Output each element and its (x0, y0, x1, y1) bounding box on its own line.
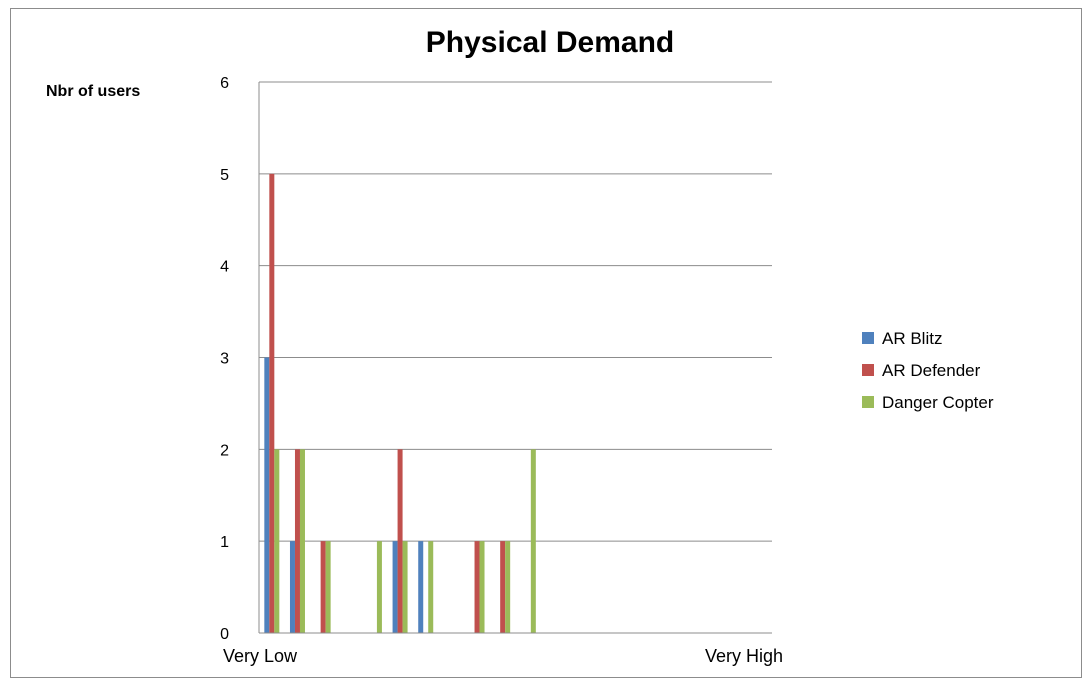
bar-ar-defender-2 (294, 449, 300, 633)
bar-ar-defender-10 (500, 541, 506, 633)
y-axis-label: Nbr of users (46, 83, 140, 100)
legend: AR Blitz AR Defender Danger Copter (862, 329, 994, 412)
y-tick-label: 3 (220, 351, 229, 368)
bar-ar-defender-3 (320, 541, 326, 633)
y-tick-labels: 0 1 2 3 4 5 6 (220, 75, 229, 643)
bar-danger-copter-11 (530, 449, 536, 633)
bar-ar-blitz-2 (289, 541, 295, 633)
legend-label: AR Defender (882, 361, 981, 380)
bar-ar-defender-1 (269, 173, 275, 634)
y-tick-label: 1 (220, 534, 229, 551)
bar-ar-defender-9 (474, 541, 480, 633)
y-tick-label: 5 (220, 167, 229, 184)
y-tick-label: 6 (220, 75, 229, 92)
legend-label: AR Blitz (882, 329, 942, 348)
gridlines (259, 81, 772, 542)
legend-swatch (862, 396, 874, 408)
y-tick-label: 0 (220, 626, 229, 643)
bar-danger-copter-2 (299, 449, 305, 633)
bar-danger-copter-1 (274, 449, 280, 633)
bars (264, 173, 536, 634)
y-tick-label: 4 (220, 259, 229, 276)
bar-danger-copter-5 (376, 541, 382, 633)
x-tick-label-very-high: Very High (705, 646, 783, 666)
legend-swatch (862, 364, 874, 376)
bar-danger-copter-6 (402, 541, 408, 633)
bar-ar-blitz-1 (264, 357, 270, 633)
legend-label: Danger Copter (882, 393, 994, 412)
bar-danger-copter-9 (479, 541, 485, 633)
bar-ar-defender-6 (397, 449, 403, 633)
axes (258, 82, 772, 634)
bar-danger-copter-7 (428, 541, 434, 633)
x-tick-label-very-low: Very Low (223, 646, 298, 666)
bar-danger-copter-3 (325, 541, 331, 633)
legend-swatch (862, 332, 874, 344)
bar-ar-blitz-7 (418, 541, 424, 633)
bar-ar-blitz-6 (392, 541, 398, 633)
y-tick-label: 2 (220, 442, 229, 459)
bar-danger-copter-10 (505, 541, 511, 633)
chart-frame (10, 8, 1082, 678)
chart-title: Physical Demand (426, 26, 674, 59)
